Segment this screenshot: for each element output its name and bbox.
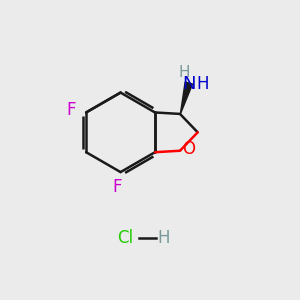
- Text: F: F: [66, 101, 76, 119]
- Polygon shape: [180, 82, 193, 114]
- Text: H: H: [179, 65, 190, 80]
- Text: F: F: [113, 178, 122, 196]
- Text: H: H: [196, 75, 208, 93]
- Text: H: H: [157, 229, 169, 247]
- Text: N: N: [182, 75, 196, 93]
- Text: O: O: [182, 140, 195, 158]
- Text: Cl: Cl: [117, 229, 133, 247]
